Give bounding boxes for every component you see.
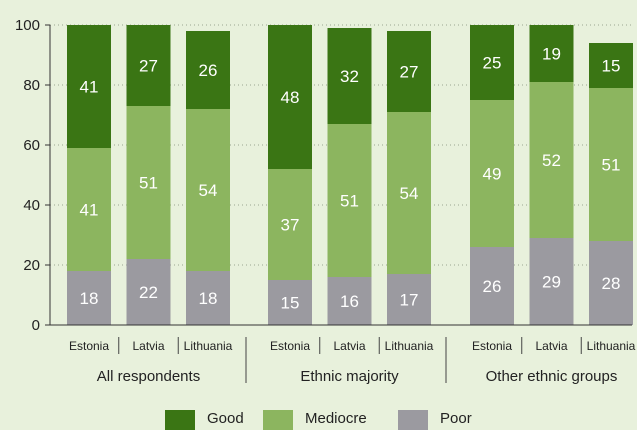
data-label: 48 <box>281 88 300 107</box>
legend-label: Good <box>207 410 244 427</box>
data-label: 27 <box>139 57 158 76</box>
category-label: Lithuania <box>184 339 233 353</box>
bar-segment <box>126 259 171 325</box>
legend-swatch <box>263 410 293 430</box>
data-label: 52 <box>542 151 561 170</box>
bar-segment <box>186 31 230 109</box>
legend-swatch <box>398 410 428 430</box>
legend-item: Mediocre <box>263 410 367 430</box>
data-label: 51 <box>340 192 359 211</box>
y-tick-label: 20 <box>23 257 40 274</box>
legend-label: Poor <box>440 410 472 427</box>
category-label: Estonia <box>270 339 310 353</box>
bar-segment <box>186 271 230 325</box>
data-label: 18 <box>199 289 218 308</box>
x-axis: Estonia Latvia Lithuania All respondents Est… <box>50 324 636 385</box>
y-tick-label: 60 <box>23 137 40 154</box>
bar-segment <box>470 247 514 325</box>
bar-segment <box>126 106 171 259</box>
bar-segment <box>589 43 633 88</box>
category-label: Latvia <box>535 339 567 353</box>
data-label: 49 <box>483 165 502 184</box>
legend: Good Mediocre Poor <box>165 410 472 430</box>
bar-segment <box>268 169 312 280</box>
group-label: Ethnic majority <box>300 368 399 385</box>
data-label: 54 <box>400 184 419 203</box>
group-label: All respondents <box>97 368 200 385</box>
data-label: 29 <box>542 273 561 292</box>
legend-label: Mediocre <box>305 410 367 427</box>
bar-segment <box>126 25 171 106</box>
data-label: 18 <box>80 289 99 308</box>
bar-segment <box>67 148 111 271</box>
y-axis: 0 20 40 60 80 100 <box>15 17 51 334</box>
y-tick-label: 40 <box>23 197 40 214</box>
data-label: 15 <box>602 57 621 76</box>
data-label: 41 <box>80 78 99 97</box>
data-label: 25 <box>483 54 502 73</box>
category-label: Estonia <box>69 339 109 353</box>
legend-item: Poor <box>398 410 472 430</box>
data-label: 27 <box>400 63 419 82</box>
category-label: Latvia <box>132 339 164 353</box>
data-label: 19 <box>542 45 561 64</box>
legend-item: Good <box>165 410 244 430</box>
bar-segment <box>327 277 372 325</box>
bar-segment <box>327 28 372 124</box>
bar-segment <box>529 25 574 82</box>
data-label: 15 <box>281 294 300 313</box>
data-label: 22 <box>139 283 158 302</box>
category-label: Lithuania <box>385 339 434 353</box>
data-label: 17 <box>400 291 419 310</box>
category-label: Estonia <box>472 339 512 353</box>
bar-segment <box>470 100 514 247</box>
data-label: 51 <box>602 156 621 175</box>
bar-segment <box>529 238 574 325</box>
bar-segment <box>387 31 431 112</box>
bar-segment <box>589 88 633 241</box>
bar-segment <box>529 82 574 238</box>
bar-segment <box>186 109 230 271</box>
y-tick-label: 100 <box>15 17 40 34</box>
bar-segment <box>470 25 514 100</box>
data-label: 28 <box>602 274 621 293</box>
bar-segment <box>327 124 372 277</box>
bar-segment <box>387 274 431 325</box>
bar-segment <box>67 25 111 148</box>
bar-segment <box>589 241 633 325</box>
data-label: 51 <box>139 174 158 193</box>
bar-segment <box>67 271 111 325</box>
data-label: 32 <box>340 67 359 86</box>
data-label: 26 <box>483 277 502 296</box>
bar-segment <box>268 25 312 169</box>
data-label: 37 <box>281 216 300 235</box>
bar-segment <box>268 280 312 325</box>
category-label: Lithuania <box>587 339 636 353</box>
data-label: 41 <box>80 201 99 220</box>
y-tick-label: 80 <box>23 77 40 94</box>
y-tick-label: 0 <box>32 317 40 334</box>
group-label: Other ethnic groups <box>486 368 618 385</box>
bar-segment <box>387 112 431 274</box>
category-label: Latvia <box>333 339 365 353</box>
data-label: 26 <box>199 61 218 80</box>
data-label: 16 <box>340 292 359 311</box>
legend-swatch <box>165 410 195 430</box>
bars: 18 41 41 22 51 27 18 54 26 15 37 48 16 51 32 17 54 27 26 49… <box>67 25 633 325</box>
data-label: 54 <box>199 181 218 200</box>
